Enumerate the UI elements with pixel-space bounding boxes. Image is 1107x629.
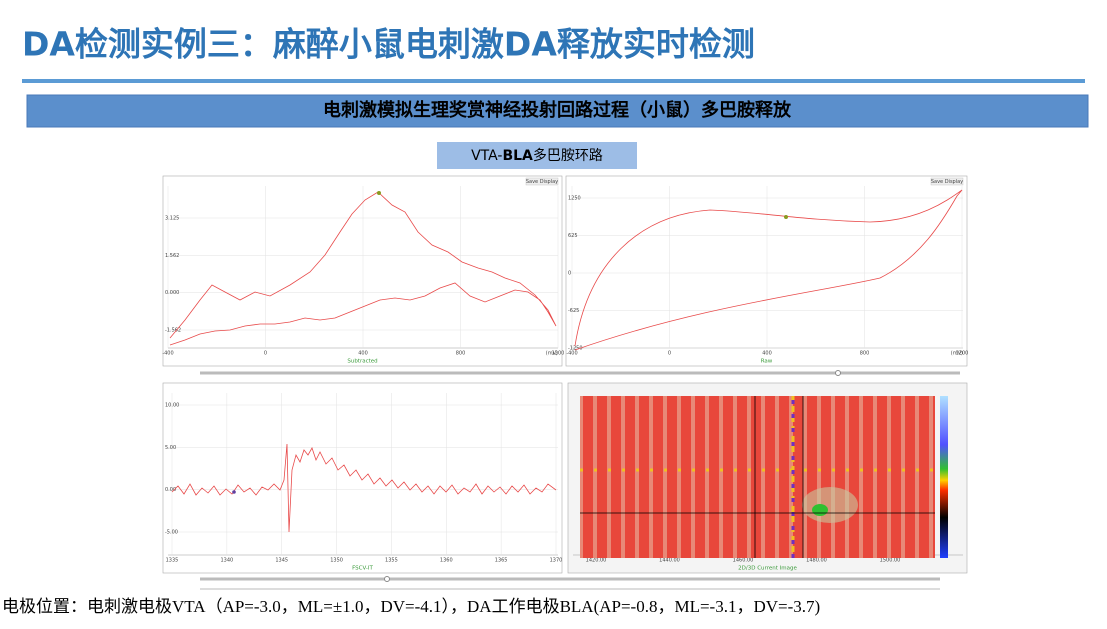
axis-unit: (mV)	[951, 351, 963, 357]
circuit-label: VTA-BLA多巴胺环路	[471, 147, 603, 164]
title-rule	[22, 79, 1085, 83]
x-tick-label: 1365	[495, 558, 508, 564]
x-tick-label: -400	[566, 351, 577, 357]
x-tick-label: 1200	[552, 351, 565, 357]
heatmap	[580, 396, 935, 558]
heatmap-region	[802, 487, 858, 523]
x-tick-label: 1500.00	[880, 558, 901, 564]
cursor-dot	[377, 191, 381, 195]
panel	[162, 382, 563, 574]
x-tick-label: -400	[162, 351, 173, 357]
y-tick-label: 3.125	[165, 216, 179, 222]
button[interactable]	[525, 177, 559, 186]
circuit-box	[437, 142, 637, 169]
x-tick-label: 1355	[385, 558, 398, 564]
title: DA检测实例三：麻醉小鼠电刺激DA释放实时检测	[22, 25, 755, 64]
x-tick-label: 1335	[166, 558, 179, 564]
it-curve	[171, 443, 557, 533]
x-tick-label: 0	[264, 351, 267, 357]
x-tick-label: 1370	[550, 558, 563, 564]
x-tick-label: 800	[860, 351, 870, 357]
footer: 电极位置：电刺激电极VTA（AP=-3.0，ML=±1.0，DV=-4.1），D…	[2, 597, 820, 616]
x-tick-label: 400	[358, 351, 368, 357]
slider-handle[interactable]	[835, 370, 841, 376]
x-tick-label: 1200	[956, 351, 969, 357]
y-tick-label: 0.00	[165, 487, 176, 493]
button-label: Save Display	[526, 179, 558, 185]
panel-caption: Subtracted	[347, 359, 377, 365]
y-tick-label: -1250	[568, 346, 583, 352]
slider-handle[interactable]	[384, 576, 390, 582]
circuit-bold: BLA	[502, 148, 533, 164]
y-tick-label: 1250	[568, 196, 581, 202]
y-tick-label: 1.562	[165, 253, 179, 259]
y-tick-label: -1.562	[165, 328, 181, 334]
x-tick-label: 1360	[440, 558, 453, 564]
x-tick-label: 1420.00	[586, 558, 607, 564]
cursor-dot	[784, 215, 788, 219]
y-tick-label: 5.00	[165, 445, 176, 451]
x-tick-label: 1345	[275, 558, 288, 564]
raw-curve	[574, 189, 963, 351]
x-tick-label: 1340	[220, 558, 233, 564]
button-label: Save Display	[931, 179, 963, 185]
y-tick-label: -5.00	[165, 530, 178, 536]
banner	[26, 94, 1089, 128]
banner-text: 电刺激模拟生理奖赏神经投射回路过程（小鼠）多巴胺释放	[323, 99, 792, 121]
x-tick-label: 0	[668, 351, 671, 357]
y-tick-label: 625	[568, 233, 578, 239]
x-tick-label: 1480.00	[806, 558, 827, 564]
panel-caption: FSCV-IT	[352, 566, 373, 572]
y-tick-label: 10.00	[165, 403, 179, 409]
axis-unit: (mV)	[546, 351, 558, 357]
y-tick-label: 0	[568, 271, 571, 277]
x-tick-label: 400	[762, 351, 772, 357]
panel-caption: 2D/3D Current Image	[738, 566, 797, 572]
subtracted-curve	[169, 191, 557, 346]
circuit-prefix: VTA-	[471, 148, 502, 164]
x-tick-label: 1350	[330, 558, 343, 564]
x-tick-label: 1460.00	[733, 558, 754, 564]
panel-caption: Raw	[761, 359, 773, 365]
colorbar	[940, 396, 948, 558]
circuit-suffix: 多巴胺环路	[533, 147, 603, 164]
panel	[162, 175, 563, 367]
panel	[565, 175, 968, 367]
heatmap-peak	[812, 504, 828, 516]
x-tick-label: 1440.00	[659, 558, 680, 564]
cursor-dot	[232, 490, 236, 494]
x-tick-label: 800	[456, 351, 466, 357]
y-tick-label: -625	[568, 308, 579, 314]
y-tick-label: 0.000	[165, 290, 179, 296]
button[interactable]	[930, 177, 964, 186]
